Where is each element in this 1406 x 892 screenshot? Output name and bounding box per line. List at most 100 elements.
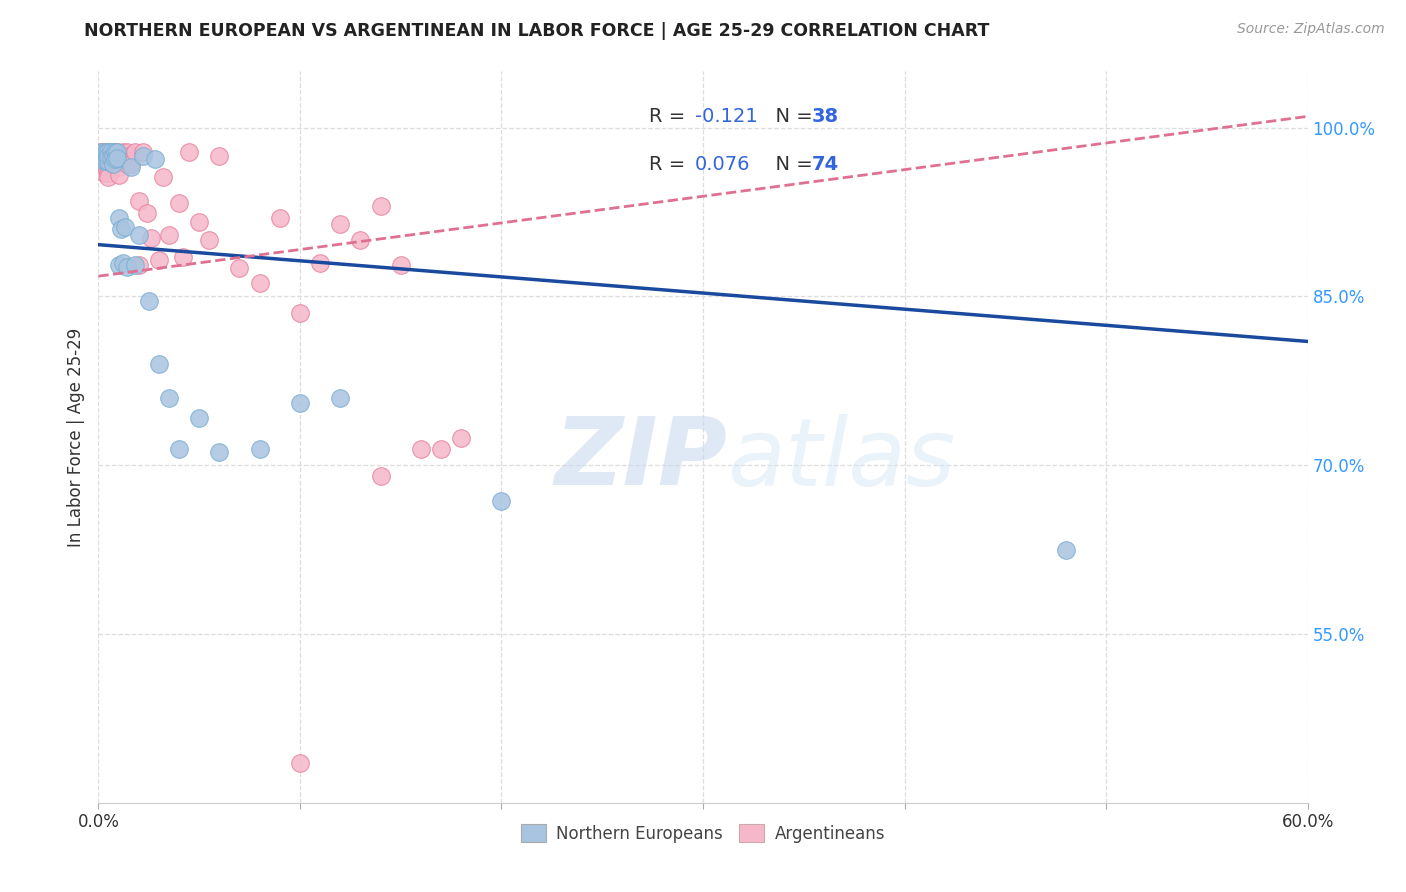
Point (309, 255, 332, 269)
Point (97, 170, 120, 185)
Point (157, 227, 180, 242)
Point (114, 219, 136, 234)
Point (107, 211, 129, 225)
Point (148, 357, 170, 371)
Point (115, 145, 138, 160)
Point (97, 156, 120, 170)
Point (120, 156, 142, 170)
Point (111, 145, 134, 160)
Point (152, 170, 174, 185)
Point (389, 258, 412, 272)
Point (101, 156, 124, 170)
Point (93, 154, 115, 169)
Point (188, 215, 211, 229)
Legend: Northern Europeans, Argentineans: Northern Europeans, Argentineans (515, 817, 891, 849)
Point (89, 154, 111, 169)
Point (105, 145, 128, 160)
Point (148, 253, 170, 268)
Text: R =: R = (648, 155, 692, 175)
Point (329, 218, 352, 232)
Point (105, 145, 128, 160)
Point (89, 145, 111, 160)
Point (115, 156, 138, 170)
Point (208, 149, 231, 163)
Text: Source: ZipAtlas.com: Source: ZipAtlas.com (1237, 22, 1385, 37)
Text: 38: 38 (811, 107, 839, 126)
Text: NORTHERN EUROPEAN VS ARGENTINEAN IN LABOR FORCE | AGE 25-29 CORRELATION CHART: NORTHERN EUROPEAN VS ARGENTINEAN IN LABO… (84, 22, 990, 40)
Point (96, 145, 118, 160)
Text: 74: 74 (811, 155, 839, 175)
Point (103, 152, 125, 166)
Point (115, 260, 138, 275)
Point (100, 145, 122, 160)
Point (143, 152, 166, 166)
Point (167, 196, 190, 211)
Point (179, 145, 201, 160)
Point (89, 150, 111, 164)
Point (97, 145, 120, 160)
Point (1054, 542, 1077, 557)
Point (329, 391, 352, 405)
Point (118, 154, 141, 169)
Point (107, 160, 129, 174)
Point (96, 154, 118, 169)
Point (132, 145, 155, 160)
Point (370, 199, 392, 213)
Text: ZIP: ZIP (554, 413, 727, 505)
Point (93, 166, 115, 180)
Point (249, 276, 271, 290)
Point (124, 258, 146, 272)
Point (120, 160, 142, 174)
Point (172, 250, 194, 264)
Point (491, 494, 513, 508)
Point (288, 306, 311, 320)
Point (101, 149, 124, 163)
Point (100, 150, 122, 164)
Text: N =: N = (763, 107, 820, 126)
Point (93, 145, 115, 160)
Y-axis label: In Labor Force | Age 25-29: In Labor Force | Age 25-29 (66, 327, 84, 547)
Point (97, 166, 120, 180)
Point (409, 442, 432, 457)
Point (430, 442, 453, 457)
Point (100, 154, 122, 169)
Text: 0.076: 0.076 (695, 155, 749, 175)
Text: atlas: atlas (727, 414, 956, 505)
Point (157, 391, 180, 405)
Point (450, 431, 472, 445)
Point (135, 206, 157, 220)
Point (132, 149, 155, 163)
Point (228, 261, 250, 276)
Text: -0.121: -0.121 (695, 107, 758, 126)
Point (101, 156, 124, 170)
Point (96, 150, 118, 164)
Point (107, 149, 129, 163)
Point (128, 227, 150, 242)
Point (97, 152, 120, 166)
Point (107, 154, 129, 169)
Point (97, 149, 120, 163)
Point (269, 211, 291, 225)
Point (128, 258, 150, 272)
Point (110, 222, 132, 236)
Point (105, 151, 128, 165)
Point (111, 154, 134, 169)
Point (349, 233, 371, 247)
Point (105, 151, 128, 165)
Point (93, 154, 115, 169)
Point (93, 159, 115, 173)
Point (97, 149, 120, 163)
Point (167, 442, 190, 457)
Point (97, 160, 120, 174)
Point (138, 293, 160, 308)
Point (93, 150, 115, 164)
Point (91, 150, 114, 164)
Point (188, 411, 211, 425)
Point (91, 145, 114, 160)
Point (288, 756, 311, 771)
Point (128, 194, 150, 208)
Point (288, 396, 311, 410)
Point (97, 154, 120, 169)
Point (370, 469, 392, 483)
Point (91, 154, 114, 169)
